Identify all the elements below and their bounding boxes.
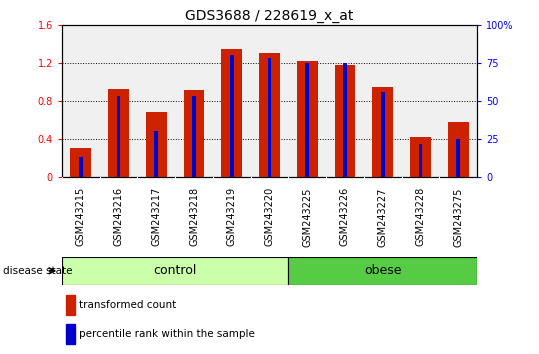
Text: GSM243227: GSM243227 bbox=[378, 187, 388, 246]
Text: control: control bbox=[154, 264, 197, 277]
Bar bbox=[381, 92, 384, 177]
Bar bbox=[79, 157, 82, 177]
Bar bbox=[192, 96, 196, 177]
Text: GSM243215: GSM243215 bbox=[76, 187, 86, 246]
Bar bbox=[230, 55, 233, 177]
Text: percentile rank within the sample: percentile rank within the sample bbox=[79, 329, 255, 339]
Bar bbox=[343, 63, 347, 177]
Bar bbox=[306, 63, 309, 177]
Bar bbox=[419, 143, 422, 177]
Text: GDS3688 / 228619_x_at: GDS3688 / 228619_x_at bbox=[185, 9, 354, 23]
Text: GSM243216: GSM243216 bbox=[114, 187, 123, 246]
Bar bbox=[71, 148, 91, 177]
Text: obese: obese bbox=[364, 264, 402, 277]
Bar bbox=[372, 87, 393, 177]
Text: disease state: disease state bbox=[3, 266, 72, 276]
Text: GSM243217: GSM243217 bbox=[151, 187, 161, 246]
Text: GSM243228: GSM243228 bbox=[416, 187, 425, 246]
Bar bbox=[62, 257, 288, 285]
Bar bbox=[155, 131, 158, 177]
Bar bbox=[184, 90, 204, 177]
Text: GSM243275: GSM243275 bbox=[453, 187, 463, 246]
Bar bbox=[457, 139, 460, 177]
Bar bbox=[448, 122, 468, 177]
Bar bbox=[108, 88, 129, 177]
Bar bbox=[66, 324, 75, 344]
Text: GSM243225: GSM243225 bbox=[302, 187, 312, 246]
Bar bbox=[268, 58, 271, 177]
Text: GSM243226: GSM243226 bbox=[340, 187, 350, 246]
Text: GSM243220: GSM243220 bbox=[265, 187, 274, 246]
Bar bbox=[288, 257, 477, 285]
Bar bbox=[146, 112, 167, 177]
Text: GSM243219: GSM243219 bbox=[227, 187, 237, 246]
Text: transformed count: transformed count bbox=[79, 299, 177, 310]
Bar bbox=[117, 96, 120, 177]
Bar bbox=[222, 48, 242, 177]
Text: GSM243218: GSM243218 bbox=[189, 187, 199, 246]
Bar bbox=[297, 61, 317, 177]
Bar bbox=[66, 295, 75, 315]
Bar bbox=[335, 65, 355, 177]
Bar bbox=[410, 137, 431, 177]
Bar bbox=[259, 53, 280, 177]
